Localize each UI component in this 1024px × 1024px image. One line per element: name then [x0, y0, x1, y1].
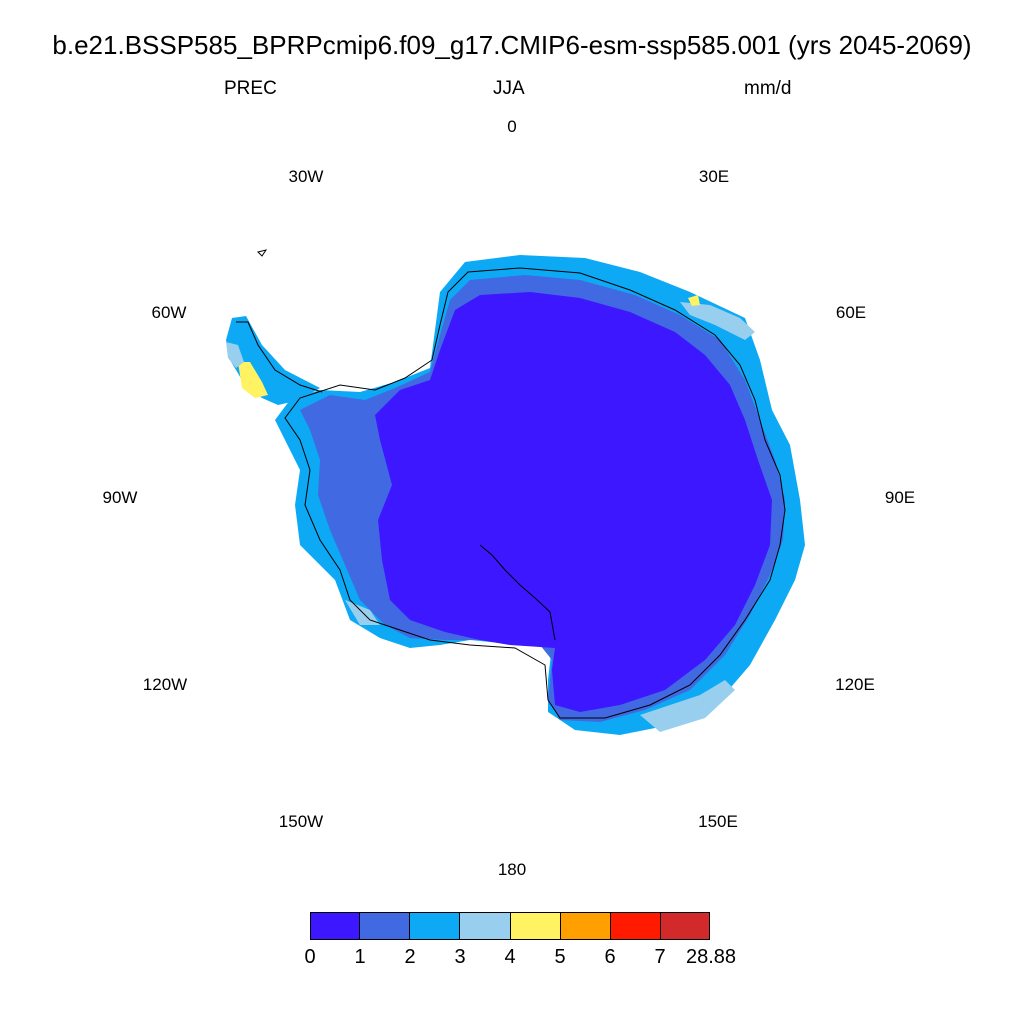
lon-label-90e: 90E: [884, 488, 916, 507]
units-label: mm/d: [744, 78, 792, 99]
colorbar-label-2: 2: [404, 946, 416, 968]
colorbar-label-5: 5: [554, 946, 566, 968]
lon-label-120w: 120W: [142, 675, 188, 694]
lon-label-150e: 150E: [698, 812, 738, 831]
season-label: JJA: [493, 78, 525, 99]
lon-label-30w: 30W: [288, 167, 324, 186]
lon-label-90w: 90W: [102, 488, 138, 507]
precip-high-northeast: [688, 295, 700, 306]
colorbar-label-7: 7: [654, 946, 666, 968]
precip-band-3-4-northeast: [680, 302, 755, 340]
peninsula-light-band: [226, 342, 244, 368]
plot-title: b.e21.BSSP585_BPRPcmip6.f09_g17.CMIP6-es…: [52, 30, 972, 60]
lon-label-150w: 150W: [278, 812, 324, 831]
colorbar-bin-3: [460, 912, 511, 940]
lon-label-120e: 120E: [835, 675, 875, 694]
lon-label-180: 180: [497, 860, 527, 879]
precip-band-3-4-south: [640, 680, 735, 732]
colorbar-bin-1: [360, 912, 411, 940]
ross-ice-shelf-line: [479, 544, 556, 641]
lon-label-60w: 60W: [151, 303, 187, 322]
precip-band-0-1: [375, 292, 772, 712]
colorbar-bin-5: [560, 912, 611, 940]
colorbar-label-6: 6: [604, 946, 616, 968]
colorbar-bin-7: [660, 912, 710, 940]
colorbar-label-1: 1: [354, 946, 366, 968]
colorbar-bin-2: [410, 912, 461, 940]
coastline: [284, 267, 786, 719]
colorbar-bin-4: [510, 912, 561, 940]
lon-label-0: 0: [507, 117, 517, 136]
colorbar-label-8: 28.88: [685, 946, 737, 968]
colorbar-label-4: 4: [504, 946, 516, 968]
lon-label-60e: 60E: [835, 303, 867, 322]
colorbar-label-0: 0: [304, 946, 316, 968]
colorbar-bin-6: [610, 912, 661, 940]
peninsula-coastline: [236, 321, 323, 393]
peninsula-high-precip: [238, 362, 268, 398]
variable-label: PREC: [224, 78, 277, 99]
colorbar-bin-0: [310, 912, 361, 940]
lon-label-30e: 30E: [698, 167, 730, 186]
colorbar: [310, 912, 710, 940]
island-outline: [257, 249, 268, 257]
colorbar-label-3: 3: [454, 946, 466, 968]
